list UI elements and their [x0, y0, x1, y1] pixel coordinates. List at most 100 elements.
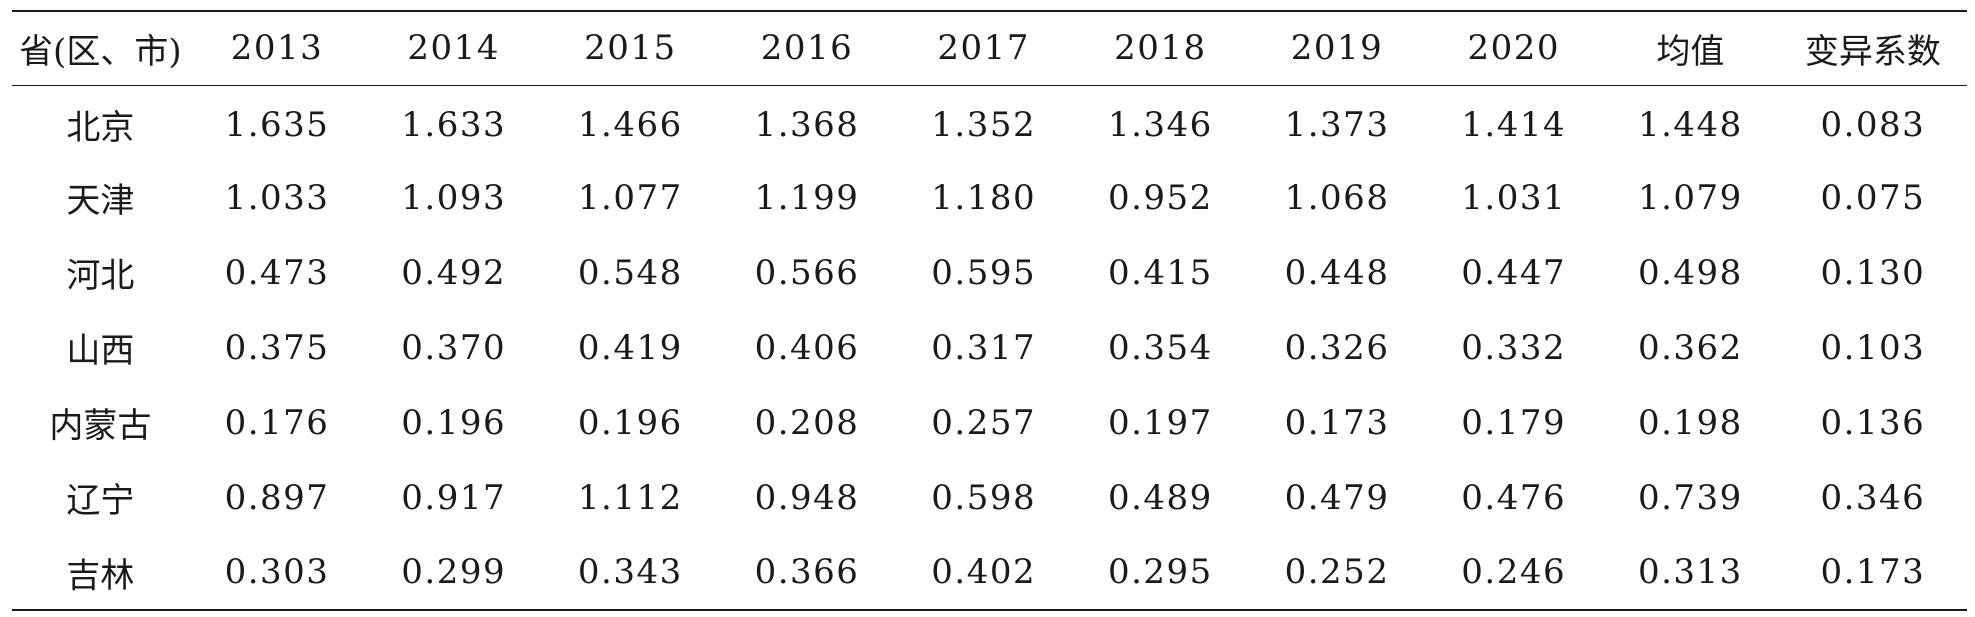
value-cell: 0.370 [401, 327, 507, 368]
value-cell: 1.414 [1461, 104, 1567, 145]
value-cell: 0.196 [401, 402, 507, 443]
header-cell-province: 省(区、市) [12, 10, 189, 86]
value-cell: 0.343 [542, 535, 719, 611]
table-row: 天津 1.033 1.093 1.077 1.199 1.180 0.952 1… [12, 160, 1967, 235]
cv-cell: 0.103 [1820, 327, 1926, 368]
value-cell: 0.197 [1107, 402, 1213, 443]
value-cell: 1.180 [931, 177, 1037, 218]
cv-cell: 0.173 [1778, 535, 1967, 611]
value-cell: 0.406 [754, 327, 860, 368]
province-cell: 河北 [66, 256, 135, 296]
value-cell: 0.366 [718, 535, 896, 611]
header-cell-2014: 2014 [365, 10, 543, 86]
value-cell: 0.479 [1284, 477, 1390, 518]
value-cell: 0.303 [188, 535, 366, 611]
value-cell: 0.548 [577, 252, 683, 293]
value-cell: 0.375 [224, 327, 330, 368]
value-cell: 1.077 [577, 177, 683, 218]
value-cell: 0.173 [1284, 402, 1390, 443]
mean-cell: 0.313 [1602, 535, 1779, 611]
value-cell: 1.633 [401, 104, 507, 145]
value-cell: 0.354 [1107, 327, 1213, 368]
mean-cell: 0.498 [1637, 252, 1743, 293]
value-cell: 1.373 [1284, 104, 1390, 145]
value-cell: 1.112 [577, 477, 683, 518]
value-cell: 0.176 [224, 402, 330, 443]
mean-cell: 0.198 [1637, 402, 1743, 443]
table-row: 河北 0.473 0.492 0.548 0.566 0.595 0.415 0… [12, 235, 1967, 310]
value-cell: 1.033 [224, 177, 330, 218]
province-cell: 内蒙古 [49, 406, 152, 446]
value-cell: 0.473 [224, 252, 330, 293]
value-cell: 0.917 [401, 477, 507, 518]
value-cell: 0.952 [1107, 177, 1213, 218]
value-cell: 0.179 [1461, 402, 1567, 443]
header-cell-2015: 2015 [542, 10, 719, 86]
value-cell: 0.257 [931, 402, 1037, 443]
value-cell: 1.199 [754, 177, 860, 218]
header-row: 省(区、市) 2013 2014 2015 2016 2017 2018 201… [12, 10, 1967, 86]
table-body: 北京 1.635 1.633 1.466 1.368 1.352 1.346 1… [12, 85, 1967, 611]
table-row: 内蒙古 0.176 0.196 0.196 0.208 0.257 0.197 … [12, 385, 1967, 460]
header-cell-2019: 2019 [1248, 10, 1426, 86]
value-cell: 0.402 [895, 535, 1073, 611]
cv-cell: 0.136 [1820, 402, 1926, 443]
value-cell: 0.196 [577, 402, 683, 443]
value-cell: 1.068 [1284, 177, 1390, 218]
value-cell: 0.246 [1425, 535, 1603, 611]
header-cell-2018: 2018 [1072, 10, 1249, 86]
cv-cell: 0.346 [1820, 477, 1926, 518]
value-cell: 0.326 [1284, 327, 1390, 368]
mean-cell: 0.362 [1637, 327, 1743, 368]
value-cell: 1.635 [224, 104, 330, 145]
header-cell-2020: 2020 [1425, 10, 1603, 86]
table-row: 山西 0.375 0.370 0.419 0.406 0.317 0.354 0… [12, 310, 1967, 385]
value-cell: 0.208 [754, 402, 860, 443]
value-cell: 1.352 [931, 104, 1037, 145]
value-cell: 0.299 [365, 535, 543, 611]
header-cell-2017: 2017 [895, 10, 1073, 86]
value-cell: 1.466 [577, 104, 683, 145]
value-cell: 0.447 [1461, 252, 1567, 293]
header-cell-mean: 均值 [1602, 10, 1779, 86]
mean-cell: 1.448 [1637, 104, 1743, 145]
mean-cell: 1.079 [1637, 177, 1743, 218]
value-cell: 0.492 [401, 252, 507, 293]
mean-cell: 0.739 [1637, 477, 1743, 518]
value-cell: 1.031 [1461, 177, 1567, 218]
cv-cell: 0.083 [1820, 104, 1926, 145]
value-cell: 0.415 [1107, 252, 1213, 293]
province-cell: 北京 [66, 108, 135, 149]
data-table: 省(区、市) 2013 2014 2015 2016 2017 2018 201… [12, 10, 1967, 611]
province-cell: 天津 [66, 181, 135, 221]
header-cell-cv: 变异系数 [1778, 10, 1967, 86]
value-cell: 0.317 [931, 327, 1037, 368]
cv-cell: 0.130 [1820, 252, 1926, 293]
table-row: 辽宁 0.897 0.917 1.112 0.948 0.598 0.489 0… [12, 460, 1967, 535]
value-cell: 0.595 [931, 252, 1037, 293]
value-cell: 1.093 [401, 177, 507, 218]
table-row: 北京 1.635 1.633 1.466 1.368 1.352 1.346 1… [12, 85, 1967, 160]
value-cell: 0.598 [931, 477, 1037, 518]
value-cell: 1.368 [754, 104, 860, 145]
table-row: 吉林 0.303 0.299 0.343 0.366 0.402 0.295 0… [12, 535, 1967, 611]
value-cell: 0.476 [1461, 477, 1567, 518]
value-cell: 0.566 [754, 252, 860, 293]
header-cell-2016: 2016 [718, 10, 896, 86]
province-cell: 辽宁 [66, 481, 135, 521]
value-cell: 0.295 [1072, 535, 1249, 611]
value-cell: 0.489 [1107, 477, 1213, 518]
value-cell: 0.252 [1248, 535, 1426, 611]
cv-cell: 0.075 [1820, 177, 1926, 218]
province-cell: 吉林 [12, 535, 189, 611]
value-cell: 0.448 [1284, 252, 1390, 293]
table-header: 省(区、市) 2013 2014 2015 2016 2017 2018 201… [12, 10, 1967, 86]
value-cell: 0.897 [224, 477, 330, 518]
value-cell: 0.419 [577, 327, 683, 368]
value-cell: 1.346 [1107, 104, 1213, 145]
value-cell: 0.948 [754, 477, 860, 518]
province-cell: 山西 [66, 331, 135, 371]
header-cell-2013: 2013 [188, 10, 366, 86]
value-cell: 0.332 [1461, 327, 1567, 368]
